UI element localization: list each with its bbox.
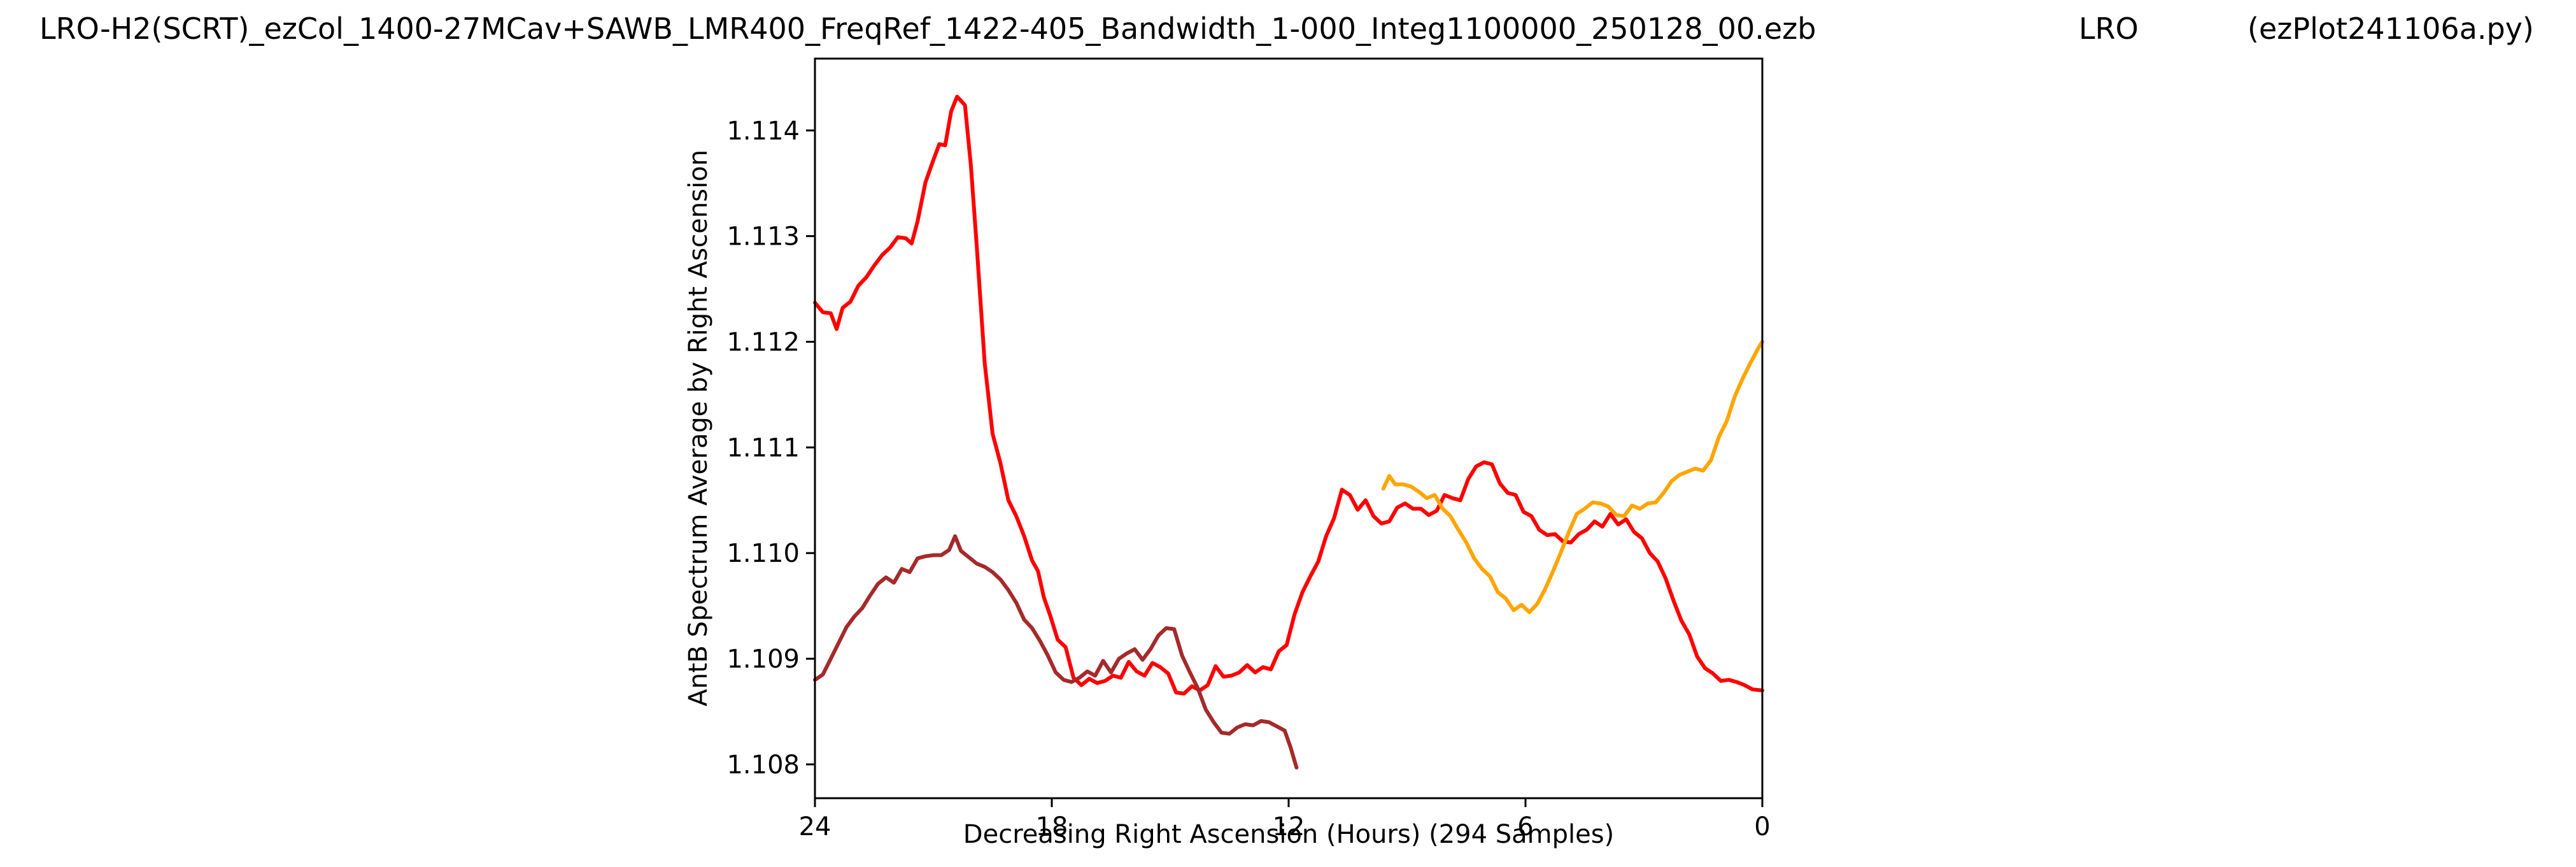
x-tick-label: 24 <box>799 812 832 842</box>
plot-frame <box>814 57 1764 799</box>
series-line-3 <box>813 534 1299 770</box>
header-site: LRO <box>2079 11 2139 46</box>
y-tick-label: 1.114 <box>726 117 800 146</box>
y-tick-label: 1.110 <box>726 539 800 568</box>
series-line-2 <box>1381 340 1764 615</box>
x-tick-label: 18 <box>1036 812 1068 842</box>
header-script: (ezPlot241106a.py) <box>2247 11 2534 46</box>
y-axis-label: AntB Spectrum Average by Right Ascension <box>684 150 713 706</box>
y-tick-label: 1.113 <box>726 222 800 252</box>
x-tick-label: 12 <box>1273 812 1305 842</box>
y-axis: 1.108 1.109 1.110 1.111 1.112 1.113 1.114 <box>726 117 815 780</box>
y-tick-label: 1.108 <box>726 750 800 780</box>
x-tick-label: 6 <box>1517 812 1533 842</box>
y-tick-label: 1.109 <box>726 645 800 674</box>
x-tick-label: 0 <box>1754 812 1770 842</box>
x-axis-label: Decreasing Right Ascension (Hours) (294 … <box>963 820 1614 849</box>
y-tick-label: 1.112 <box>726 327 800 357</box>
header-filename: LRO-H2(SCRT)_ezCol_1400-27MCav+SAWB_LMR4… <box>39 11 1816 46</box>
series-layer <box>813 94 1764 770</box>
series-line-1 <box>813 94 1764 696</box>
y-tick-label: 1.111 <box>726 433 800 462</box>
x-axis: 24 18 12 6 0 <box>799 798 1771 842</box>
